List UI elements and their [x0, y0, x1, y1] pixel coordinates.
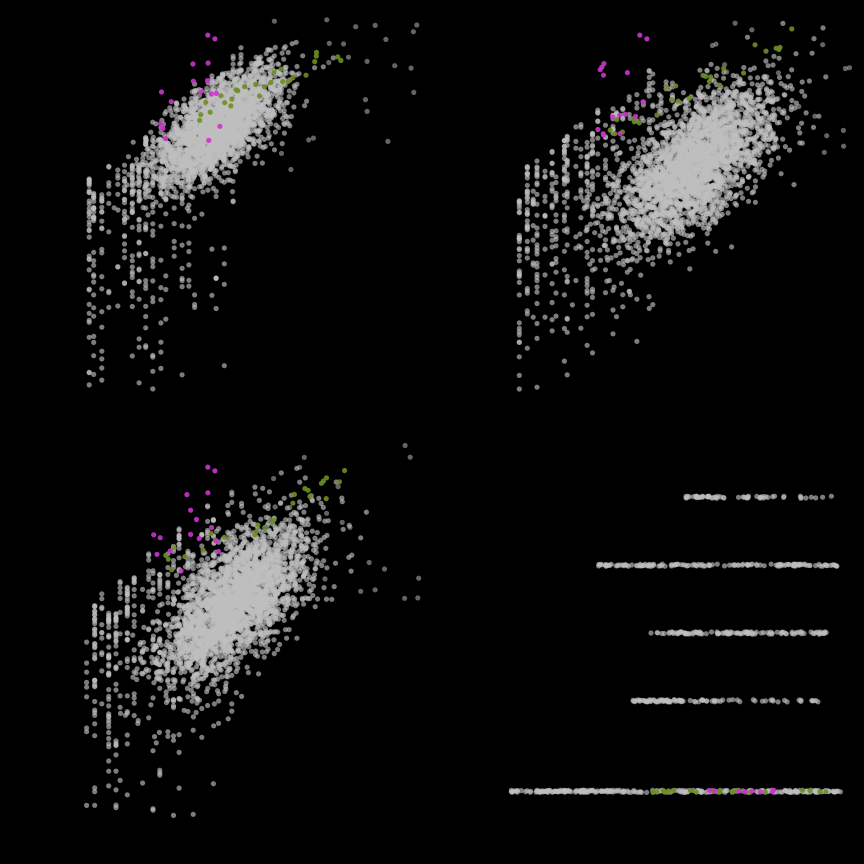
- panel-0: [0, 0, 432, 432]
- panel-1: [432, 0, 864, 432]
- panel-2: [0, 432, 432, 864]
- panel-3: [432, 432, 864, 864]
- figure-grid: [0, 0, 864, 864]
